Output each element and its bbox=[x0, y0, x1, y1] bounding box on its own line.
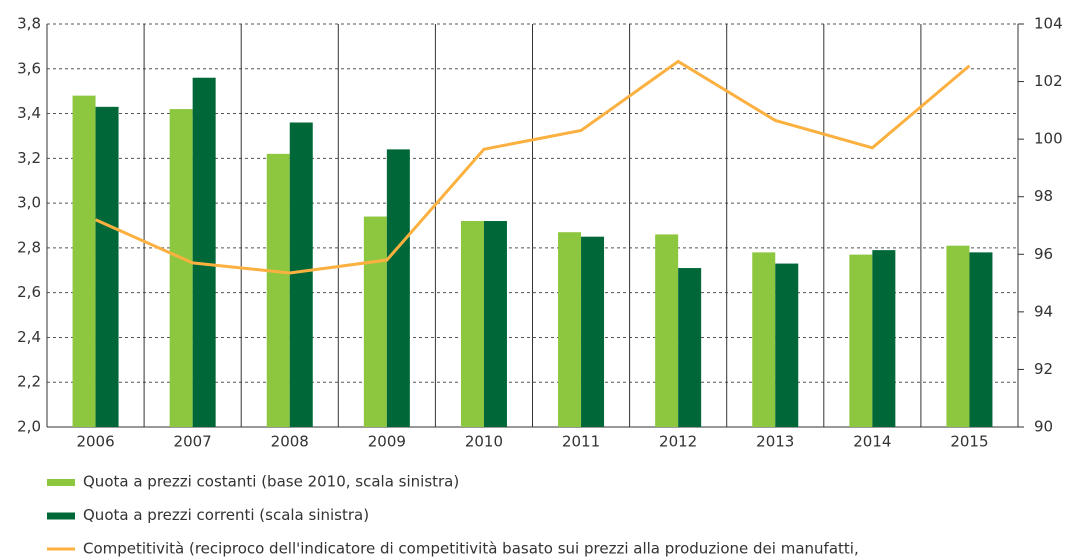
x-tick-label: 2011 bbox=[562, 433, 600, 451]
bar bbox=[363, 216, 387, 427]
legend-swatch bbox=[47, 512, 75, 520]
y-tick-label: 2,4 bbox=[17, 328, 41, 346]
y2-tick-label: 98 bbox=[1034, 187, 1053, 205]
x-tick-label: 2006 bbox=[76, 433, 114, 451]
y2-tick-label: 100 bbox=[1034, 130, 1063, 148]
y-tick-label: 2,8 bbox=[17, 238, 41, 256]
bar bbox=[192, 77, 216, 427]
x-tick-label: 2014 bbox=[853, 433, 891, 451]
y2-tick-label: 96 bbox=[1034, 245, 1053, 263]
legend-label: Quota a prezzi costanti (base 2010, scal… bbox=[83, 473, 459, 491]
y-tick-label: 3,0 bbox=[17, 194, 41, 212]
bar bbox=[558, 232, 582, 427]
bar bbox=[460, 221, 484, 427]
bar bbox=[266, 153, 290, 427]
bar bbox=[946, 245, 970, 427]
bar bbox=[72, 95, 96, 428]
bar bbox=[872, 250, 896, 427]
x-tick-label: 2010 bbox=[465, 433, 503, 451]
y2-tick-label: 94 bbox=[1034, 302, 1053, 320]
legend-label: Quota a prezzi correnti (scala sinistra) bbox=[83, 506, 369, 524]
bar bbox=[775, 263, 799, 427]
bar bbox=[678, 268, 702, 427]
bar bbox=[483, 221, 507, 427]
bar bbox=[386, 149, 410, 427]
legend-label: Competitività (reciproco dell'indicatore… bbox=[83, 540, 859, 558]
bar bbox=[169, 109, 193, 428]
x-tick-label: 2015 bbox=[950, 433, 988, 451]
bar bbox=[581, 236, 605, 427]
bar bbox=[849, 254, 873, 427]
bar bbox=[95, 106, 119, 427]
y-tick-label: 2,2 bbox=[17, 373, 41, 391]
x-tick-label: 2008 bbox=[271, 433, 309, 451]
y-tick-label: 2,0 bbox=[17, 418, 41, 436]
y2-tick-label: 102 bbox=[1034, 72, 1063, 90]
y-tick-label: 3,4 bbox=[17, 104, 41, 122]
x-tick-label: 2013 bbox=[756, 433, 794, 451]
y-tick-label: 3,8 bbox=[17, 15, 41, 33]
x-tick-label: 2009 bbox=[368, 433, 406, 451]
bar bbox=[969, 252, 993, 427]
y-tick-label: 3,2 bbox=[17, 149, 41, 167]
y-tick-label: 2,6 bbox=[17, 283, 41, 301]
bar bbox=[655, 234, 679, 427]
y-tick-label: 3,6 bbox=[17, 59, 41, 77]
bar bbox=[289, 122, 313, 427]
y2-tick-label: 104 bbox=[1034, 15, 1063, 33]
y2-tick-label: 92 bbox=[1034, 360, 1053, 378]
legend-swatch bbox=[47, 479, 75, 486]
x-tick-label: 2007 bbox=[174, 433, 212, 451]
x-tick-label: 2012 bbox=[659, 433, 697, 451]
y2-tick-label: 90 bbox=[1034, 418, 1053, 436]
bar bbox=[752, 252, 776, 427]
line bbox=[94, 59, 971, 275]
